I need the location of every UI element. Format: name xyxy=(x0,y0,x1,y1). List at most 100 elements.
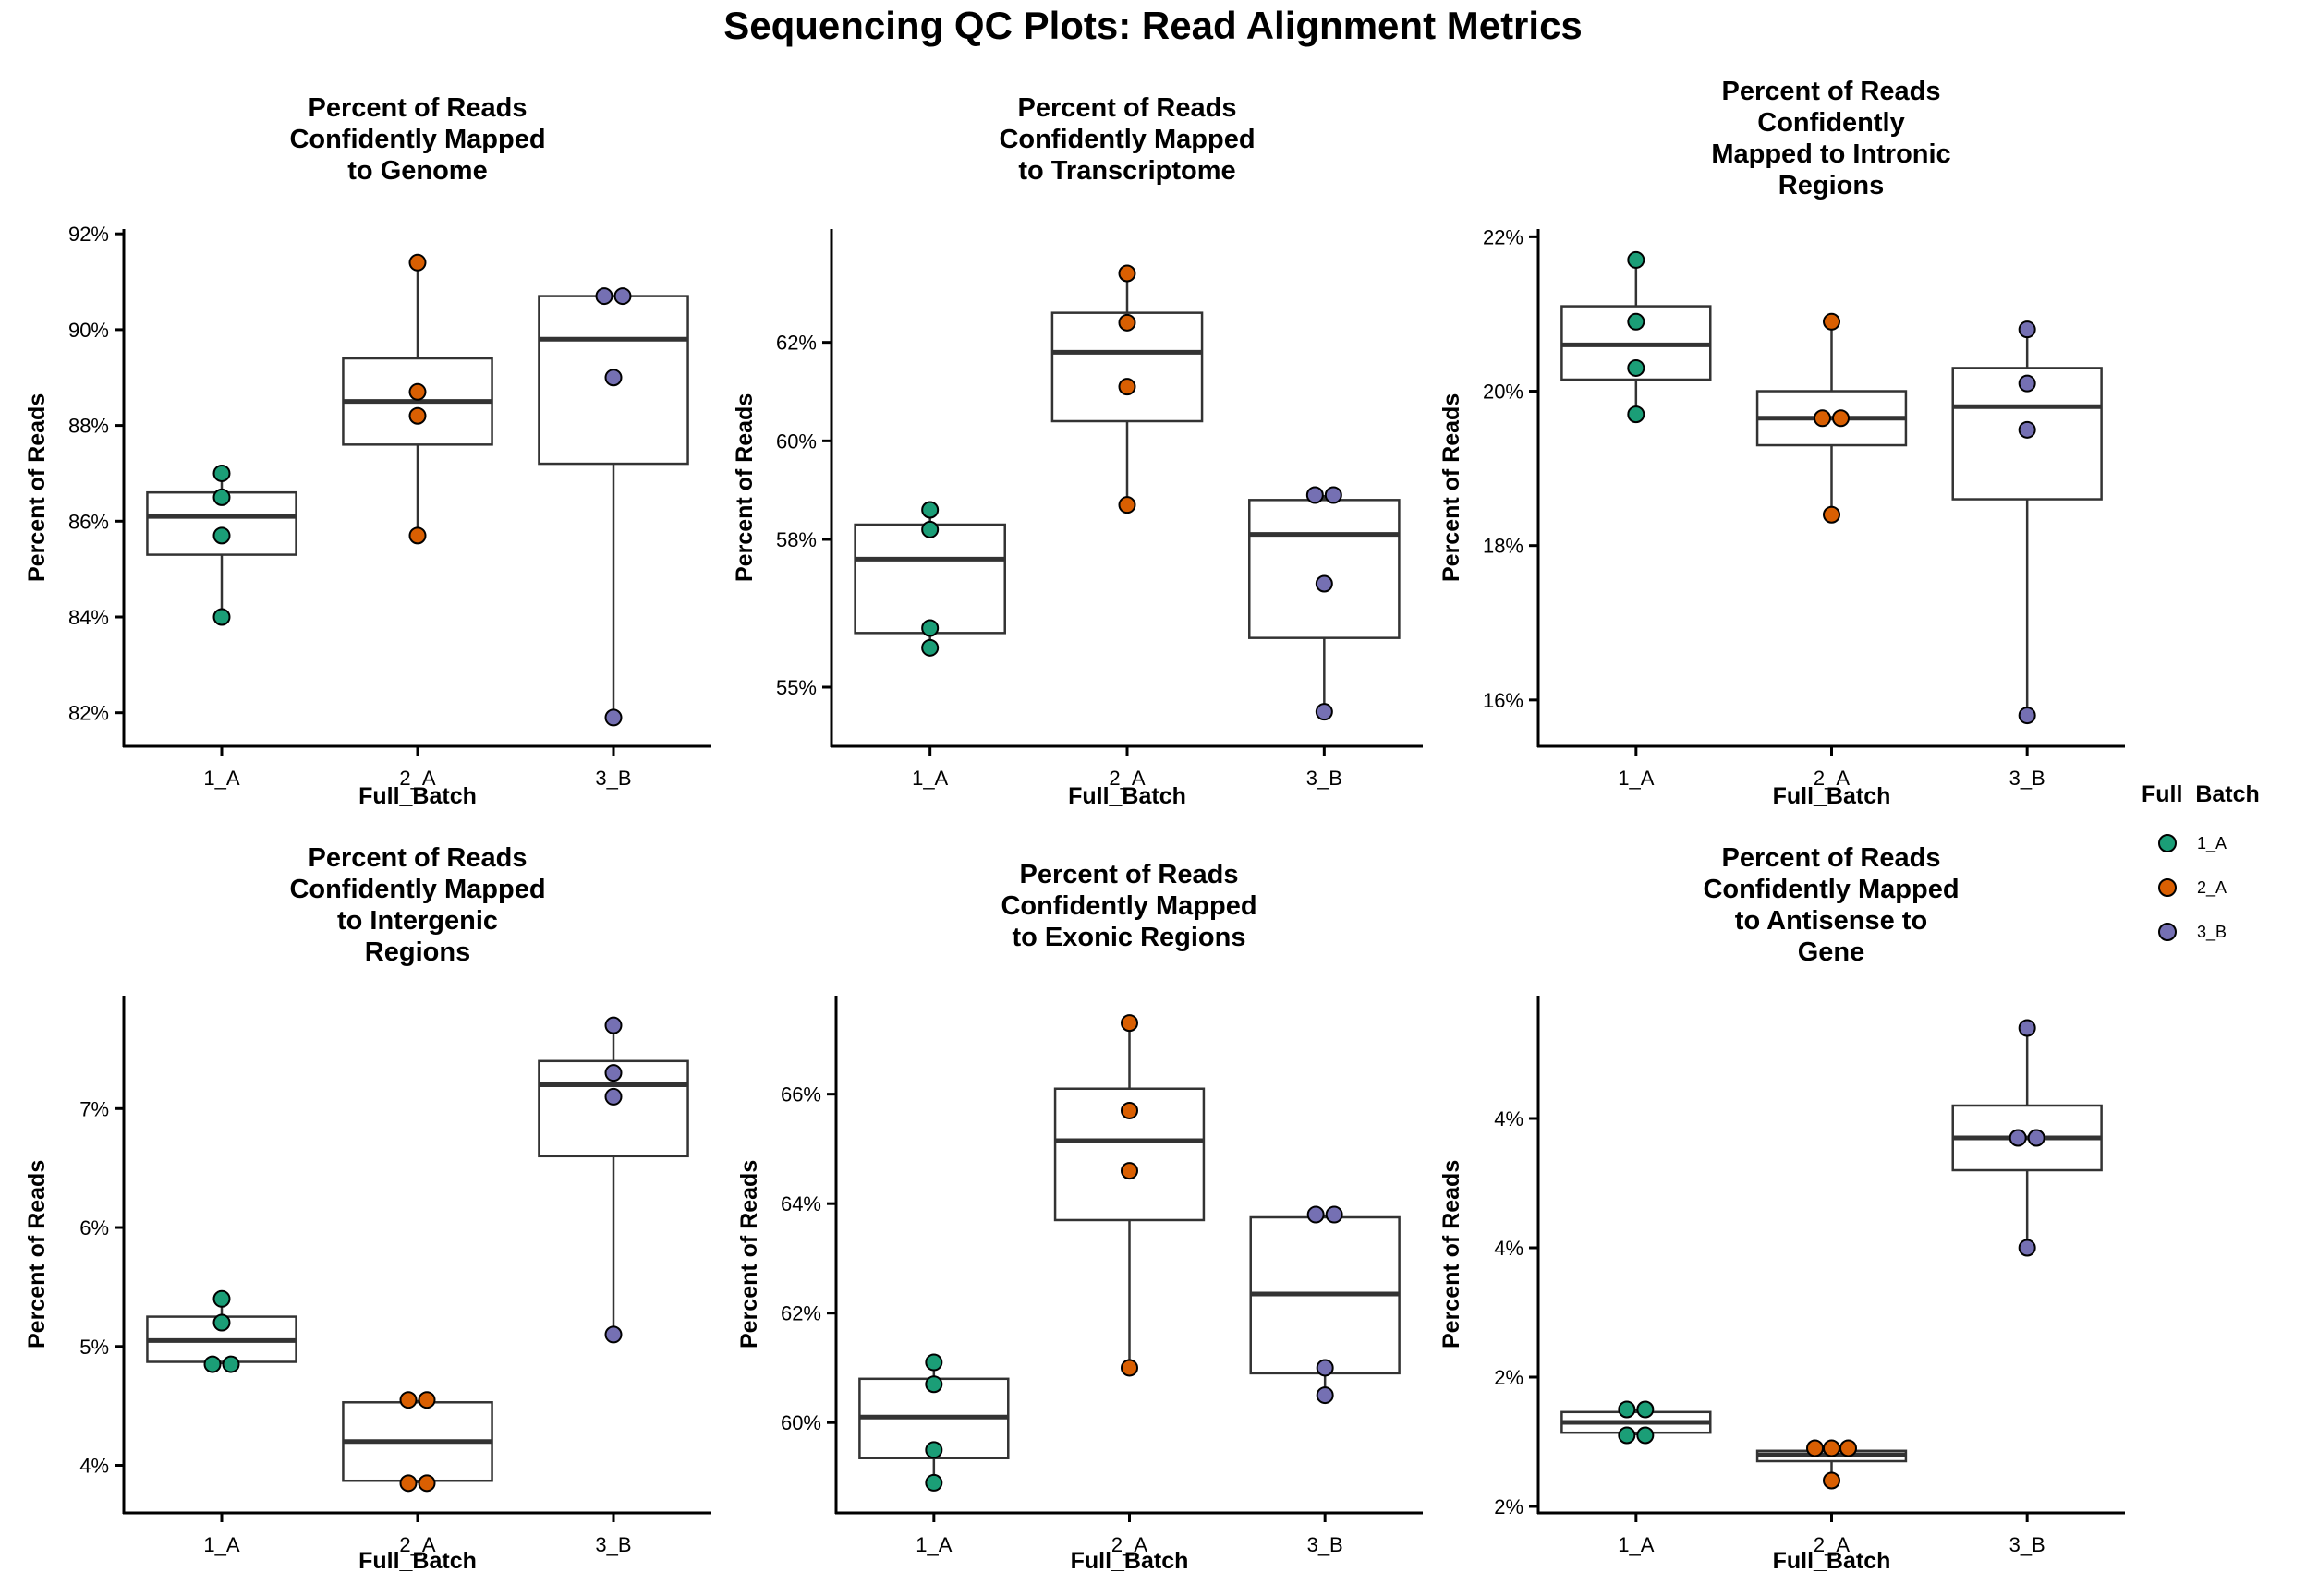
y-tick-label: 2% xyxy=(1494,1366,1523,1389)
x-tick-label: 2_A xyxy=(1109,767,1145,790)
x-tick-label: 2_A xyxy=(399,767,435,790)
panel-title-line: Percent of Reads xyxy=(1019,860,1239,889)
y-tick-label: 4% xyxy=(1494,1107,1523,1130)
y-tick-label: 90% xyxy=(68,319,109,342)
data-point xyxy=(2018,1239,2036,1257)
panel-title: Percent of Reads Confidently Mapped to Tra… xyxy=(850,92,1404,187)
x-tick-label: 1_A xyxy=(916,1533,952,1556)
data-point xyxy=(2018,1019,2036,1037)
data-point xyxy=(1618,1426,1636,1445)
y-tick-label: 20% xyxy=(1483,381,1523,404)
y-tick-label: 58% xyxy=(776,528,817,551)
y-tick-label: 60% xyxy=(781,1411,821,1434)
data-point xyxy=(595,287,613,306)
data-point xyxy=(1823,312,1840,331)
x-axis-label: Full_Batch xyxy=(1070,1548,1189,1574)
data-point xyxy=(399,1391,418,1409)
legend-label: 2_A xyxy=(2197,877,2227,897)
legend-swatch xyxy=(2158,834,2177,852)
x-axis-label: Full_Batch xyxy=(358,1548,477,1574)
y-tick-label: 16% xyxy=(1483,689,1523,712)
data-point xyxy=(1121,1162,1138,1180)
data-point xyxy=(1627,250,1645,269)
data-point xyxy=(1306,1205,1325,1224)
legend-label: 1_A xyxy=(2197,833,2227,852)
x-tick-label: 1_A xyxy=(912,767,948,790)
y-tick-label: 4% xyxy=(1494,1237,1523,1260)
data-point xyxy=(1316,1386,1334,1405)
data-point xyxy=(212,464,231,482)
x-tick-label: 1_A xyxy=(203,767,239,790)
data-point xyxy=(1305,486,1324,504)
panel-title-line: Percent of Reads xyxy=(1721,843,1941,873)
data-point xyxy=(1627,358,1645,377)
y-tick-label: 82% xyxy=(68,702,109,725)
data-point xyxy=(921,619,940,637)
legend-items: 1_A 2_A 3_B xyxy=(2142,821,2260,954)
data-point xyxy=(1832,409,1850,428)
data-point xyxy=(1839,1439,1857,1457)
panel-title-line: Percent of Reads xyxy=(308,93,528,123)
panel-title-line: Regions xyxy=(364,937,471,967)
panel-title: Percent of Reads Confidently Mapped to Exo… xyxy=(852,859,1406,953)
data-point xyxy=(408,382,427,401)
data-point xyxy=(2027,1129,2045,1147)
x-tick-label: 2_A xyxy=(399,1533,435,1556)
x-axis-label: Full_Batch xyxy=(1068,783,1186,809)
x-tick-label: 2_A xyxy=(1814,1533,1850,1556)
y-tick-label: 6% xyxy=(79,1216,109,1239)
legend: Full_Batch 1_A 2_A 3_B xyxy=(2142,781,2260,954)
data-point xyxy=(925,1353,943,1372)
x-tick-label: 2_A xyxy=(1814,767,1850,790)
main-title: Sequencing QC Plots: Read Alignment Metr… xyxy=(723,4,1583,47)
x-tick-label: 1_A xyxy=(203,1533,239,1556)
legend-swatch xyxy=(2158,923,2177,941)
data-point xyxy=(2018,707,2036,725)
box xyxy=(854,523,1006,635)
panel-title-line: Regions xyxy=(1778,171,1885,200)
y-tick-label: 60% xyxy=(776,429,817,453)
panel-title-line: Percent of Reads xyxy=(1017,93,1237,123)
y-tick-label: 7% xyxy=(79,1097,109,1120)
data-point xyxy=(921,501,940,519)
data-point xyxy=(604,708,623,727)
data-point xyxy=(1325,1205,1343,1224)
legend-label: 3_B xyxy=(2197,922,2227,941)
x-tick-label: 3_B xyxy=(595,767,631,790)
data-point xyxy=(1316,1359,1334,1377)
data-point xyxy=(604,1325,623,1344)
y-tick-label: 62% xyxy=(776,332,817,355)
y-tick-label: 55% xyxy=(776,676,817,699)
data-point xyxy=(1636,1426,1655,1445)
legend-swatch xyxy=(2158,878,2177,897)
y-tick-label: 64% xyxy=(781,1192,821,1215)
data-point xyxy=(203,1355,222,1373)
x-tick-label: 3_B xyxy=(1307,1533,1343,1556)
panel-title-line: Percent of Reads xyxy=(1721,77,1941,106)
panel-title: Percent of Reads Confidently Mapped to Gen… xyxy=(140,92,695,187)
x-axis-label: Full_Batch xyxy=(1772,1548,1891,1574)
legend-item: 1_A xyxy=(2142,821,2260,865)
y-tick-label: 18% xyxy=(1483,535,1523,558)
panel-title-line: Confidently Mapped xyxy=(1703,875,1960,904)
x-tick-label: 1_A xyxy=(1618,767,1654,790)
data-point xyxy=(222,1355,240,1373)
data-point xyxy=(1814,409,1831,428)
data-point xyxy=(212,526,231,545)
panel-title-line: Confidently Mapped xyxy=(999,125,1256,154)
data-point xyxy=(1121,1014,1138,1033)
data-point xyxy=(604,1016,623,1034)
data-point xyxy=(2009,1129,2027,1147)
data-point xyxy=(399,1474,418,1493)
y-tick-label: 92% xyxy=(68,223,109,246)
panel-title-line: Confidently xyxy=(1757,108,1905,138)
panel-title-line: Confidently Mapped xyxy=(289,125,546,154)
x-tick-label: 3_B xyxy=(2009,767,2045,790)
x-tick-label: 3_B xyxy=(595,1533,631,1556)
data-point xyxy=(613,287,632,306)
data-point xyxy=(1118,264,1136,283)
y-tick-label: 4% xyxy=(79,1455,109,1478)
y-tick-label: 66% xyxy=(781,1083,821,1106)
data-point xyxy=(1121,1101,1138,1119)
